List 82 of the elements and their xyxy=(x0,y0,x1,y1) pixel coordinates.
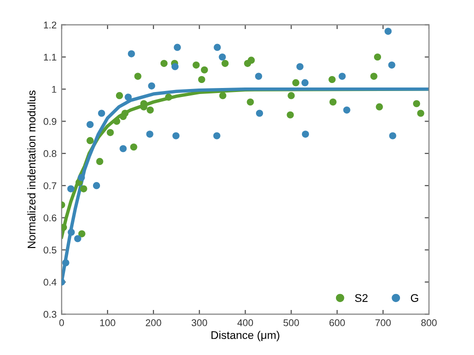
point xyxy=(302,130,309,138)
point xyxy=(256,110,264,117)
point xyxy=(417,110,424,117)
point xyxy=(370,72,378,80)
point xyxy=(86,120,94,128)
point xyxy=(343,106,350,114)
point xyxy=(121,110,129,117)
point xyxy=(106,129,114,136)
point xyxy=(301,79,309,86)
point xyxy=(376,103,383,110)
point xyxy=(98,110,106,117)
point xyxy=(192,61,200,69)
point xyxy=(389,132,396,140)
y-tick-label: 0.9 xyxy=(44,118,56,125)
x-tick-label: 800 xyxy=(421,319,437,326)
point xyxy=(67,185,74,192)
legend-label: S2 xyxy=(355,294,368,302)
point xyxy=(146,106,154,114)
point xyxy=(128,50,135,58)
point xyxy=(78,174,85,182)
x-tick-label: 0 xyxy=(59,319,64,326)
point xyxy=(120,145,127,152)
point xyxy=(200,66,208,74)
point xyxy=(255,72,262,80)
y-tick-label: 0.6 xyxy=(44,214,56,222)
point xyxy=(74,235,82,242)
point xyxy=(413,100,420,108)
point xyxy=(78,230,86,238)
point xyxy=(116,92,124,100)
x-tick-label: 500 xyxy=(283,319,299,326)
point xyxy=(146,130,154,138)
x-tick-label: 200 xyxy=(146,319,162,326)
point xyxy=(165,94,172,101)
point xyxy=(148,82,156,90)
point xyxy=(62,259,70,266)
x-tick-label: 100 xyxy=(100,319,116,326)
x-tick-label: 600 xyxy=(330,319,345,326)
point xyxy=(213,132,220,140)
y-tick-label: 1 xyxy=(52,86,56,93)
x-tick-label: 700 xyxy=(375,319,391,326)
point xyxy=(296,63,304,70)
y-tick-label: 0.8 xyxy=(44,150,56,158)
x-tick-label: 300 xyxy=(192,319,208,326)
point xyxy=(218,53,226,61)
point xyxy=(374,53,382,61)
point xyxy=(329,98,337,106)
point xyxy=(124,94,132,101)
point xyxy=(286,111,294,118)
x-tick-label: 400 xyxy=(237,319,254,326)
point xyxy=(172,63,179,70)
point xyxy=(246,98,254,106)
point xyxy=(96,158,104,166)
point xyxy=(214,44,221,51)
point xyxy=(130,143,138,151)
point xyxy=(222,60,229,67)
x-axis-title: Distance (μm) xyxy=(212,330,280,342)
y-axis-title: Normalized indentation modulus xyxy=(27,90,36,248)
point xyxy=(219,92,226,100)
y-tick-label: 0.3 xyxy=(44,310,56,318)
y-tick-label: 0.5 xyxy=(44,246,56,254)
point xyxy=(174,44,181,51)
point xyxy=(113,118,120,125)
point xyxy=(288,92,295,100)
point xyxy=(92,182,100,190)
y-tick-label: 0.4 xyxy=(44,278,56,286)
point xyxy=(68,228,75,236)
point xyxy=(86,137,94,144)
point xyxy=(198,76,206,84)
y-tick-label: 1.2 xyxy=(44,22,56,28)
legend-label: G xyxy=(410,294,418,302)
point xyxy=(134,72,142,80)
point xyxy=(248,56,255,64)
y-tick-label: 0.7 xyxy=(44,182,56,190)
point xyxy=(388,61,396,69)
point xyxy=(338,72,346,80)
point xyxy=(172,132,180,140)
point xyxy=(292,79,300,86)
point xyxy=(80,185,88,192)
point xyxy=(160,60,168,67)
point xyxy=(384,28,392,35)
y-tick-label: 1.1 xyxy=(44,54,56,61)
point xyxy=(328,76,336,84)
